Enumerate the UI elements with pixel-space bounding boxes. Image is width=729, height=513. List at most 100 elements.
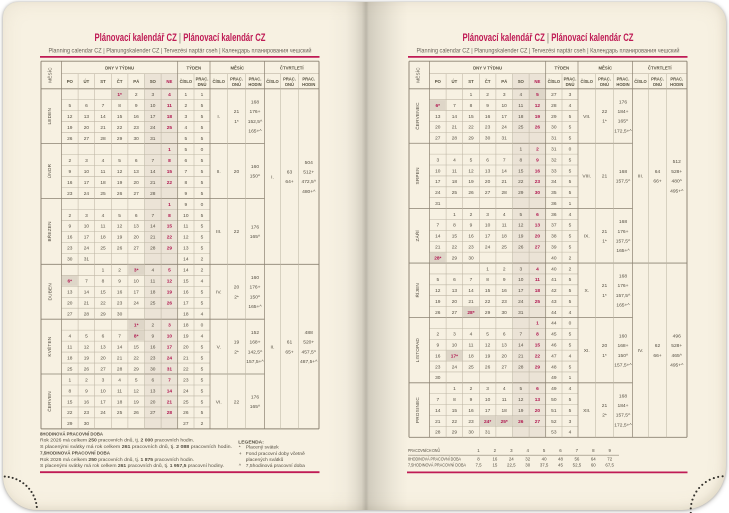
svg-text:19: 19 bbox=[468, 179, 474, 185]
svg-text:528+: 528+ bbox=[671, 169, 682, 175]
svg-text:TÝDEN: TÝDEN bbox=[187, 65, 202, 70]
svg-text:IV.: IV. bbox=[216, 290, 222, 296]
svg-text:11: 11 bbox=[101, 169, 106, 175]
svg-text:10: 10 bbox=[485, 397, 491, 403]
svg-text:7: 7 bbox=[576, 448, 579, 453]
svg-text:4: 4 bbox=[503, 386, 506, 392]
svg-text:8: 8 bbox=[592, 448, 595, 453]
svg-text:15: 15 bbox=[485, 288, 491, 294]
svg-text:14: 14 bbox=[150, 169, 156, 175]
svg-text:12: 12 bbox=[518, 223, 524, 229]
svg-text:480^: 480^ bbox=[672, 179, 683, 185]
svg-text:ÚT: ÚT bbox=[84, 79, 90, 84]
svg-text:51: 51 bbox=[551, 408, 557, 414]
svg-text:5: 5 bbox=[201, 399, 204, 405]
svg-text:5: 5 bbox=[68, 103, 71, 109]
svg-text:5: 5 bbox=[201, 213, 204, 219]
svg-text:4: 4 bbox=[201, 333, 204, 339]
svg-text:7: 7 bbox=[185, 169, 188, 175]
svg-text:PO: PO bbox=[435, 79, 442, 84]
svg-text:16: 16 bbox=[468, 234, 474, 240]
svg-text:ČÍSLO: ČÍSLO bbox=[266, 79, 279, 84]
svg-text:14: 14 bbox=[117, 344, 123, 350]
svg-text:176: 176 bbox=[619, 99, 627, 105]
svg-text:64+: 64+ bbox=[285, 179, 293, 185]
svg-text:5: 5 bbox=[201, 246, 204, 252]
svg-text:27: 27 bbox=[134, 246, 140, 252]
svg-text:1: 1 bbox=[453, 212, 456, 218]
svg-text:49: 49 bbox=[551, 375, 557, 381]
svg-text:1: 1 bbox=[470, 92, 473, 98]
svg-text:160: 160 bbox=[619, 333, 627, 339]
svg-text:168: 168 bbox=[251, 99, 259, 105]
svg-text:5: 5 bbox=[569, 277, 572, 283]
svg-text:21: 21 bbox=[435, 419, 441, 425]
svg-text:17: 17 bbox=[485, 408, 491, 414]
svg-text:30: 30 bbox=[134, 136, 140, 142]
svg-text:20: 20 bbox=[67, 301, 73, 307]
svg-text:2: 2 bbox=[503, 266, 506, 272]
svg-text:5: 5 bbox=[201, 158, 204, 164]
svg-text:9: 9 bbox=[68, 224, 71, 230]
svg-text:5: 5 bbox=[569, 408, 572, 414]
svg-text:S placenými svátky má rok celk: S placenými svátky má rok celkem 261 pra… bbox=[40, 462, 224, 469]
svg-text:2: 2 bbox=[494, 448, 497, 453]
svg-text:14: 14 bbox=[435, 234, 441, 240]
svg-text:4: 4 bbox=[569, 310, 572, 316]
svg-text:7: 7 bbox=[85, 279, 88, 285]
svg-text:21: 21 bbox=[234, 109, 240, 115]
svg-text:18: 18 bbox=[100, 180, 106, 186]
svg-text:25: 25 bbox=[502, 245, 508, 251]
svg-text:23: 23 bbox=[502, 299, 508, 305]
svg-text:44: 44 bbox=[551, 310, 557, 316]
svg-text:19: 19 bbox=[117, 180, 123, 186]
svg-text:7: 7 bbox=[118, 333, 121, 339]
svg-text:4: 4 bbox=[569, 386, 572, 392]
svg-text:1*: 1* bbox=[602, 119, 607, 125]
svg-text:40: 40 bbox=[542, 456, 547, 461]
svg-text:5: 5 bbox=[201, 344, 204, 350]
svg-text:NE: NE bbox=[166, 79, 172, 84]
svg-text:17*: 17* bbox=[451, 353, 458, 359]
svg-text:28: 28 bbox=[452, 136, 458, 142]
svg-text:26: 26 bbox=[117, 246, 123, 252]
svg-text:1: 1 bbox=[477, 448, 480, 453]
svg-text:PRAC.: PRAC. bbox=[230, 76, 243, 81]
svg-text:25: 25 bbox=[167, 125, 173, 131]
svg-text:6*: 6* bbox=[436, 103, 441, 109]
svg-text:25: 25 bbox=[150, 301, 156, 307]
svg-text:31: 31 bbox=[518, 310, 524, 316]
svg-text:10: 10 bbox=[183, 213, 189, 219]
svg-text:1: 1 bbox=[569, 201, 572, 207]
svg-text:MĚSÍC: MĚSÍC bbox=[230, 65, 244, 70]
svg-text:5: 5 bbox=[201, 235, 204, 241]
svg-text:26: 26 bbox=[117, 191, 123, 197]
svg-text:17: 17 bbox=[150, 114, 156, 120]
svg-text:HODIN: HODIN bbox=[248, 82, 261, 87]
svg-text:2: 2 bbox=[470, 386, 473, 392]
svg-text:23: 23 bbox=[468, 245, 474, 251]
svg-text:placených svátků: placených svátků bbox=[246, 456, 284, 463]
svg-text:16: 16 bbox=[502, 288, 508, 294]
svg-text:5: 5 bbox=[201, 125, 204, 131]
svg-text:21: 21 bbox=[602, 229, 608, 235]
svg-text:2: 2 bbox=[201, 257, 204, 263]
svg-text:176+: 176+ bbox=[617, 229, 628, 235]
svg-text:157,5^: 157,5^ bbox=[616, 238, 631, 244]
svg-text:HODIN: HODIN bbox=[302, 82, 315, 87]
svg-text:150^: 150^ bbox=[250, 174, 261, 180]
svg-text:29: 29 bbox=[452, 430, 458, 436]
svg-text:18: 18 bbox=[468, 353, 474, 359]
svg-text:^: ^ bbox=[239, 463, 242, 469]
svg-text:23: 23 bbox=[134, 125, 140, 131]
svg-text:NE: NE bbox=[534, 79, 540, 84]
svg-text:6: 6 bbox=[486, 157, 489, 163]
svg-text:4: 4 bbox=[168, 92, 171, 98]
svg-text:9: 9 bbox=[135, 103, 138, 109]
svg-text:3: 3 bbox=[85, 158, 88, 164]
svg-text:16: 16 bbox=[67, 180, 73, 186]
svg-text:25: 25 bbox=[100, 246, 106, 252]
svg-text:19: 19 bbox=[84, 355, 90, 361]
svg-text:22: 22 bbox=[452, 245, 458, 251]
svg-text:25*: 25* bbox=[501, 419, 508, 425]
